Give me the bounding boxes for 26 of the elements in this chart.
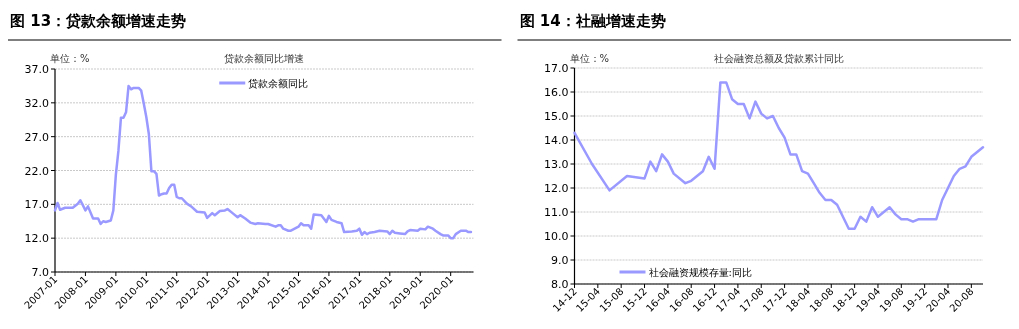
y-tick-label: 11.0 — [544, 206, 569, 219]
chart-title: 图 14：社融增速走势 — [519, 12, 666, 30]
y-axis-title: 单位：% — [569, 53, 610, 64]
y-tick-label: 22.0 — [24, 164, 49, 178]
y-tick-label: 27.0 — [24, 130, 49, 144]
y-tick-label: 12.0 — [24, 232, 49, 246]
y-tick-label: 13.0 — [544, 158, 569, 171]
legend-label: 贷款余额同比 — [248, 78, 309, 89]
legend-label: 社会融资规模存量:同比 — [648, 267, 752, 278]
y-tick-label: 9.0 — [551, 254, 569, 267]
y-tick-label: 12.0 — [544, 182, 569, 195]
y-tick-label: 17.0 — [544, 62, 569, 75]
y-tick-label: 17.0 — [24, 198, 49, 212]
y-tick-label: 16.0 — [544, 86, 569, 99]
line-series — [573, 81, 985, 231]
y-tick-label: 32.0 — [24, 96, 49, 110]
y-tick-label: 7.0 — [31, 266, 49, 279]
chart-title: 图 13：贷款余额增速走势 — [10, 12, 187, 30]
y-tick-label: 10.0 — [544, 230, 569, 243]
y-tick-label: 15.0 — [544, 110, 569, 123]
y-tick-label: 37.0 — [24, 63, 49, 76]
chart-subtitle: 社会融资总额及贷款累计同比 — [713, 53, 844, 64]
chart-subtitle: 贷款余额同比增速 — [224, 53, 305, 64]
y-tick-label: 14.0 — [544, 134, 569, 147]
y-axis-title: 单位：% — [50, 53, 90, 64]
y-tick-label: 8.0 — [551, 278, 569, 291]
